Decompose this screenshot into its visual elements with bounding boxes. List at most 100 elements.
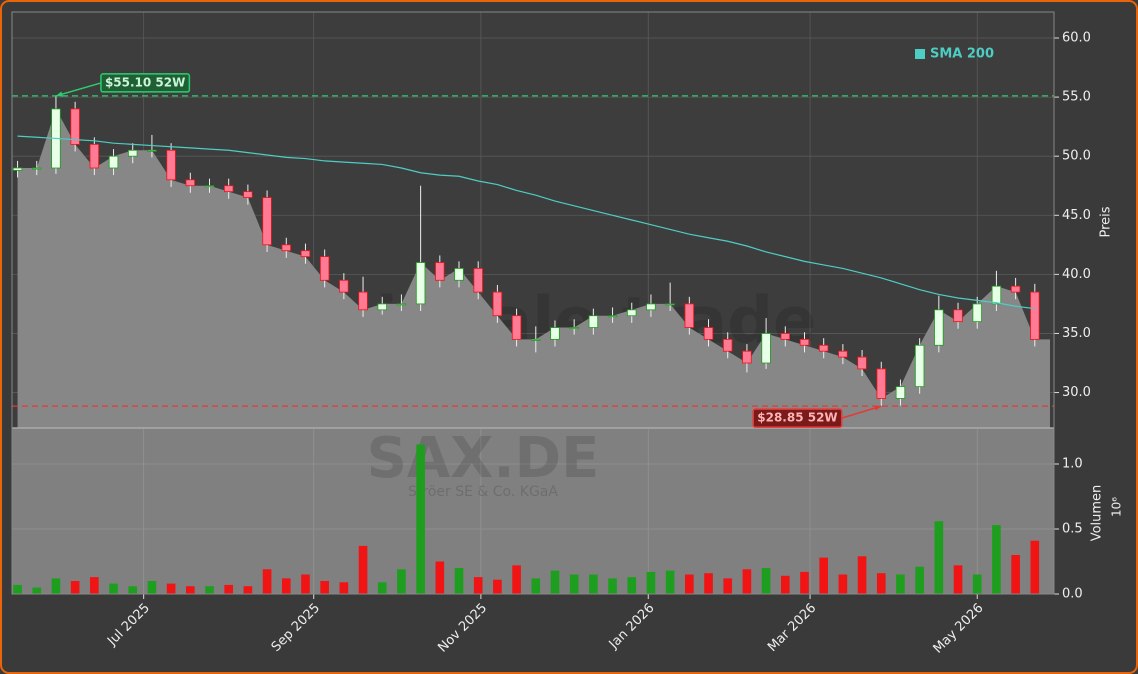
volume-bar [800, 571, 809, 594]
candle-body [607, 315, 618, 318]
annotation-arrow [841, 405, 882, 419]
volume-bar [742, 569, 752, 594]
candle-body [991, 285, 1002, 305]
candle-body [454, 268, 464, 281]
candle-body [838, 350, 848, 358]
candle-body [934, 309, 944, 346]
candle-body [147, 149, 157, 152]
candle-body [108, 155, 119, 169]
volume-bar [377, 582, 387, 594]
volume-bar [704, 573, 713, 594]
volume-bar [857, 556, 867, 594]
candle-body [415, 262, 426, 305]
y-axis-label: Preis [1099, 206, 1114, 237]
volume-bar [934, 521, 944, 594]
candle-body [780, 333, 791, 340]
annotation-label: $28.85 52W [757, 411, 837, 425]
volume-bar [665, 570, 675, 594]
candle-body [972, 303, 982, 323]
annotation-label: $55.10 52W [105, 75, 185, 89]
volume-bar [473, 577, 483, 594]
candle-body [588, 315, 599, 328]
y-tick-label: 0.5 [1062, 522, 1083, 537]
volume-bar [992, 525, 1001, 594]
volume-bar [550, 570, 560, 594]
candle-body [128, 149, 138, 157]
y-axis-label: Volumen [1090, 485, 1105, 542]
volume-bar [205, 586, 214, 594]
candle-body [185, 179, 196, 187]
volume-bar [915, 566, 924, 594]
y-tick-label: 50.0 [1062, 149, 1091, 164]
volume-bar [1011, 555, 1020, 594]
volume-bar [32, 587, 42, 594]
candle-body [799, 338, 810, 346]
candle-body [12, 167, 23, 171]
volume-bar [569, 574, 579, 594]
volume-bar [646, 571, 656, 594]
volume-bar [876, 573, 886, 594]
volume-bar [531, 578, 541, 594]
volume-bar [512, 565, 521, 594]
candle-body [569, 327, 579, 329]
y-tick-label: 60.0 [1062, 31, 1091, 46]
arrow-head [874, 405, 882, 411]
candle-body [473, 268, 483, 293]
sma-line [17, 135, 1035, 310]
y-tick-label: 35.0 [1062, 326, 1091, 341]
volume-bar [493, 579, 502, 594]
volume-bar [262, 569, 272, 594]
volume-bar [13, 584, 22, 594]
candle-body [70, 108, 80, 145]
legend-label: SMA 200 [930, 47, 994, 62]
volume-bar [358, 545, 368, 594]
candle-body [223, 185, 234, 193]
annotation-arrow [55, 82, 102, 97]
candle-body [646, 303, 656, 311]
volume-bar [243, 586, 253, 594]
volume-bar [166, 583, 176, 594]
volume-bar [953, 565, 963, 594]
candle-body [722, 338, 733, 352]
candle-body [435, 262, 445, 281]
candle-body [300, 250, 311, 258]
volume-bar [281, 578, 291, 594]
candle-body [818, 344, 829, 352]
volume-bar [301, 574, 310, 594]
candle-body [742, 350, 752, 364]
volume-panel [12, 428, 1054, 594]
volume-bar [723, 578, 733, 594]
close-area [17, 108, 1050, 428]
volume-bar [608, 578, 617, 594]
candle-body [166, 149, 176, 181]
volume-bar [320, 581, 329, 594]
volume-bar [972, 574, 982, 594]
volume-bar [454, 568, 464, 594]
candle-body [531, 338, 541, 341]
volume-bar [435, 561, 445, 594]
volume-bar [109, 583, 118, 594]
candle-body [358, 291, 368, 311]
candle-body [761, 333, 771, 364]
y-tick-label: 45.0 [1062, 208, 1091, 223]
volume-bar [819, 557, 828, 594]
volume-bar [128, 586, 138, 594]
candle-body [339, 279, 349, 293]
candle-body [550, 327, 560, 340]
candle-body [32, 167, 42, 170]
candle-body [204, 185, 215, 188]
arrow-head [55, 91, 63, 97]
volume-bar [589, 574, 598, 594]
volume-bar [224, 584, 234, 594]
volume-bar [416, 444, 425, 594]
volume-bar [780, 575, 790, 594]
volume-bar [685, 574, 694, 594]
volume-bar [185, 586, 195, 594]
volume-bar [51, 578, 61, 594]
candle-body [396, 303, 407, 306]
y-tick-label: 55.0 [1062, 90, 1091, 105]
watermark: SAX.DE [367, 426, 600, 491]
candle-body [876, 368, 886, 399]
candle-body [857, 356, 867, 370]
